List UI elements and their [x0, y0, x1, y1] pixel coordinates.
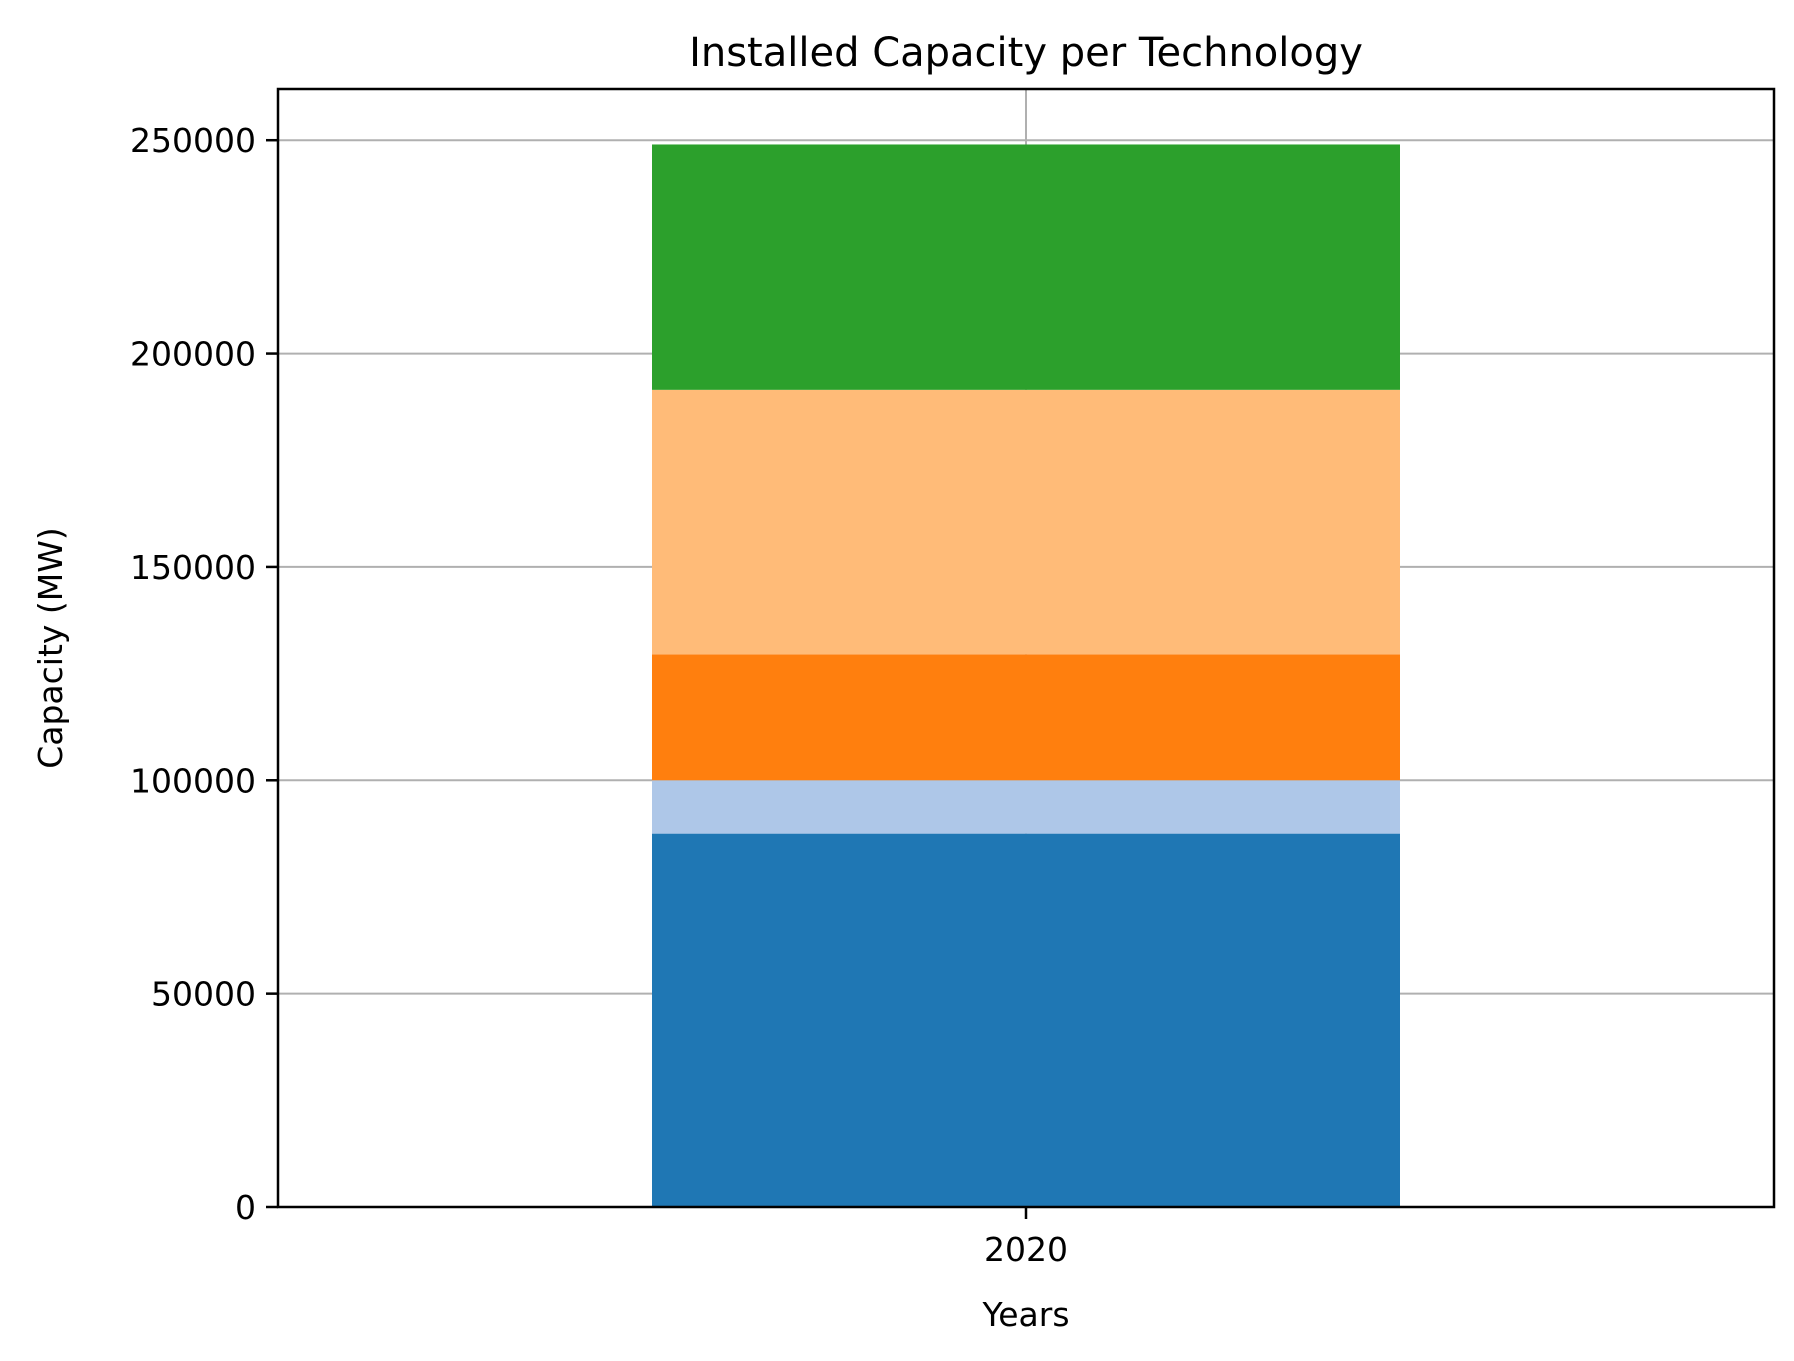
y-tick-label: 250000 [130, 121, 256, 160]
axis-ticks: 0 50000 100000 150000 200000 250000 2020 [130, 121, 1068, 1269]
y-tick-label: 100000 [130, 761, 256, 800]
y-tick-label: 50000 [151, 975, 256, 1014]
bar-segments [652, 144, 1400, 1207]
bar-segment-5 [652, 144, 1400, 390]
chart-title: Installed Capacity per Technology [689, 30, 1363, 76]
y-tick-label: 0 [235, 1188, 256, 1227]
bar-segment-1 [652, 833, 1400, 1207]
bar-segment-2 [652, 780, 1400, 834]
y-tick-label: 150000 [130, 548, 256, 587]
x-tick-label: 2020 [984, 1230, 1068, 1269]
x-axis-label: Years [981, 1295, 1069, 1334]
y-tick-label: 200000 [130, 335, 256, 374]
bar-segment-3 [652, 654, 1400, 781]
y-axis-label: Capacity (MW) [31, 527, 70, 769]
bar-segment-4 [652, 389, 1400, 655]
